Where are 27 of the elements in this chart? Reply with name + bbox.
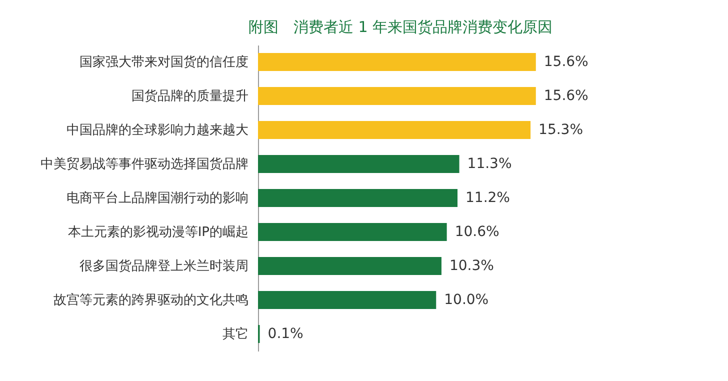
bar [258,257,442,275]
chart-title: 附图 消费者近 1 年来国货品牌消费变化原因 [248,18,553,36]
bar [258,121,531,139]
bar [258,189,458,207]
bar [258,155,460,173]
bar [258,223,447,241]
bar [258,291,436,309]
data-label: 15.3% [538,122,584,138]
y-tick-label: 本土元素的影视动漫等IP的崛起 [68,225,248,240]
data-label: 10.0% [444,292,489,308]
bar [258,53,536,71]
y-tick-label: 国家强大带来对国货的信任度 [80,54,248,70]
y-tick-label: 中国品牌的全球影响力越来越大 [66,123,248,138]
y-tick-label: 国货品牌的质量提升 [132,89,248,104]
y-tick-label: 其它 [222,326,248,342]
data-label: 11.2% [466,190,510,206]
bar [258,87,536,105]
data-label: 0.1% [268,326,304,342]
data-label: 15.6% [544,88,588,104]
y-tick-label: 中美贸易战等事件驱动选择国货品牌 [40,156,248,172]
data-label: 15.6% [544,54,588,70]
data-label: 10.6% [454,224,500,240]
data-label: 10.3% [449,258,494,274]
y-tick-label: 故宫等元素的跨界驱动的文化共鸣 [54,292,248,308]
y-tick-label: 电商平台上品牌国潮行动的影响 [66,191,248,206]
data-label: 11.3% [467,156,512,172]
y-tick-label: 很多国货品牌登上米兰时装周 [80,259,248,274]
